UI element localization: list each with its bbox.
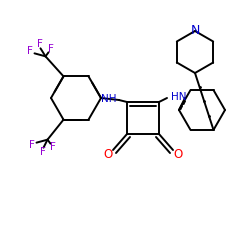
Text: N: N <box>190 24 200 36</box>
Text: NH: NH <box>101 94 117 104</box>
Text: O: O <box>174 148 182 162</box>
Text: F: F <box>26 46 32 56</box>
Text: F: F <box>28 140 34 150</box>
Text: F: F <box>50 142 56 152</box>
Text: F: F <box>36 39 43 49</box>
Text: HN: HN <box>171 92 187 102</box>
Text: F: F <box>40 147 46 157</box>
Text: O: O <box>104 148 112 162</box>
Text: F: F <box>48 44 54 54</box>
